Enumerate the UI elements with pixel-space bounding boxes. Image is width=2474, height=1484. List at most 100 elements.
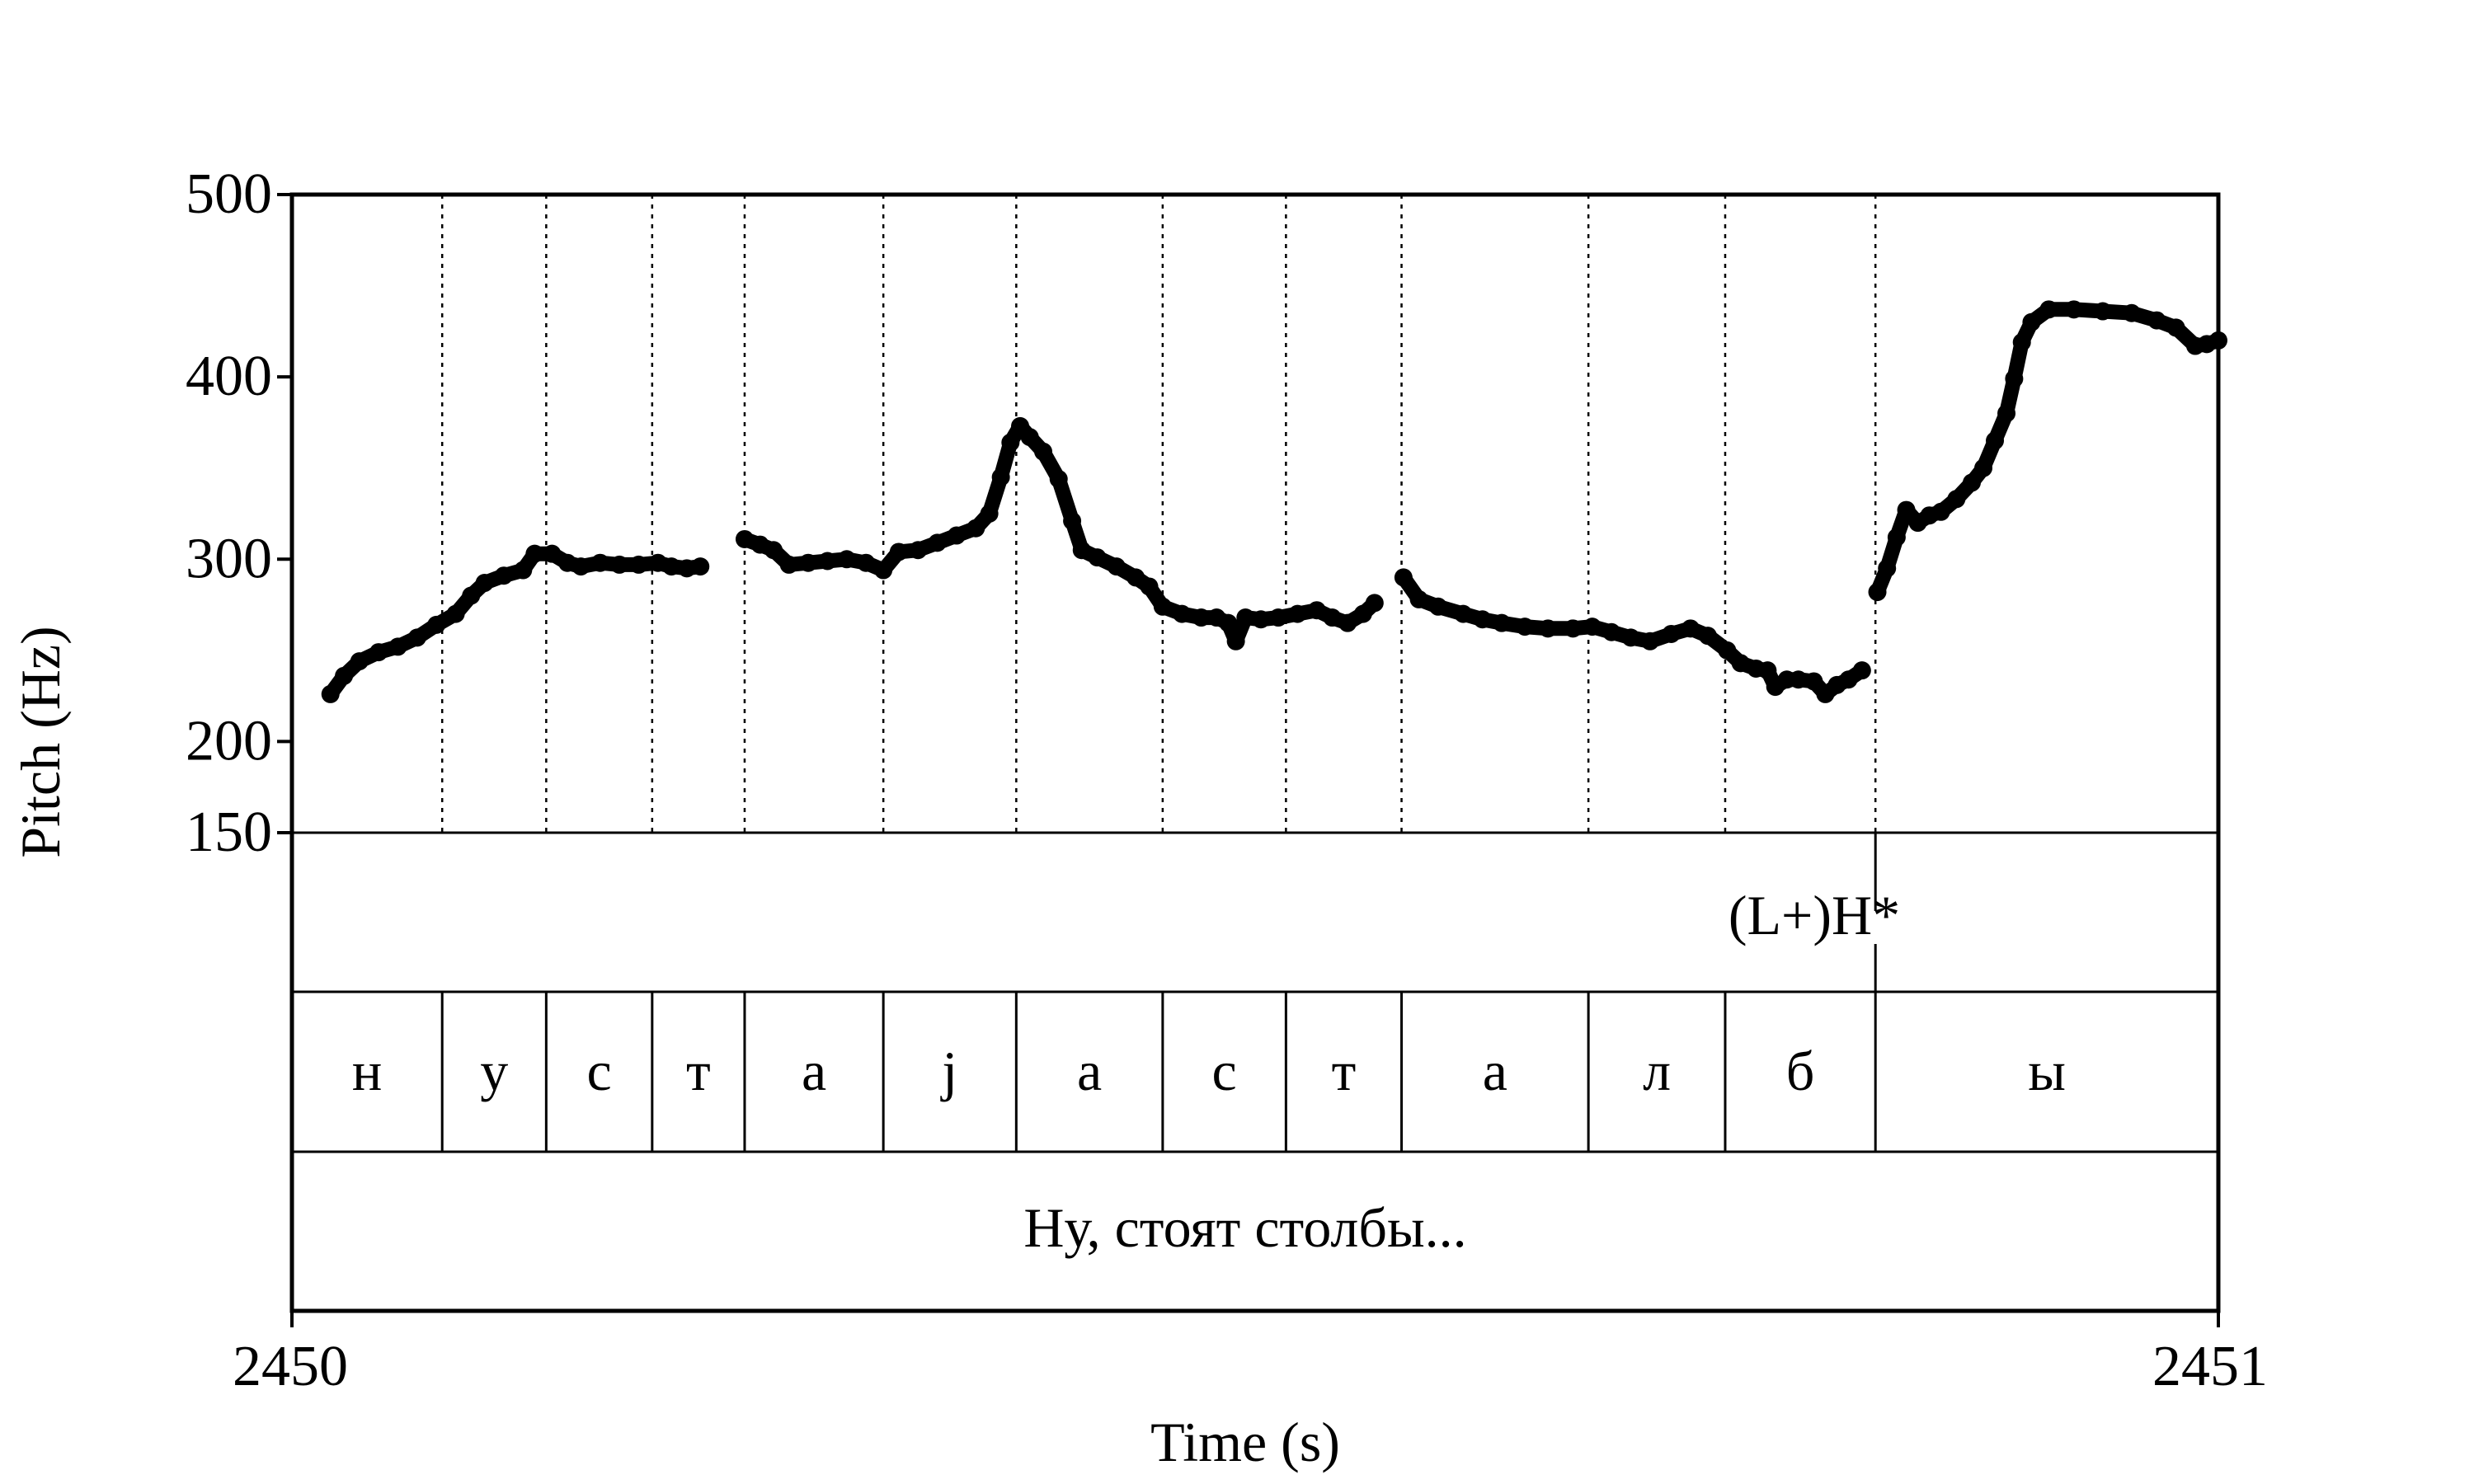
pitch-point [1718, 641, 1737, 660]
pitch-point [1192, 608, 1211, 627]
pitch-point [1063, 511, 1082, 530]
pitch-point [1789, 670, 1808, 689]
plot-frame [289, 192, 2221, 1313]
pitch-point [1409, 589, 1428, 608]
pitch-point [991, 467, 1010, 486]
pitch-point [1731, 654, 1750, 673]
pitch-point [525, 544, 544, 563]
pitch-point [735, 529, 754, 548]
pitch-point [967, 519, 985, 538]
pitch-point [543, 544, 562, 563]
pitch-point [1173, 604, 1192, 623]
pitch-point [2122, 303, 2141, 322]
pitch-point [335, 666, 354, 685]
pitch-point [1226, 632, 1245, 650]
pitch-point [2064, 300, 2083, 319]
segment-label: н [352, 1040, 382, 1102]
pitch-point [889, 542, 908, 561]
segment-label: т [686, 1040, 711, 1102]
segment-label: а [802, 1040, 826, 1102]
pitch-point [857, 553, 876, 572]
pitch-point [1454, 604, 1473, 623]
pitch-point [691, 557, 710, 576]
outer-frame [289, 192, 2221, 1313]
pitch-point [427, 615, 446, 634]
pitch-point [571, 557, 590, 576]
y-tick-label: 400 [186, 345, 272, 408]
pitch-point [2012, 333, 2031, 352]
segment-label: л [1643, 1040, 1671, 1102]
tone-label: (L+)H* [1729, 884, 1900, 946]
pitch-point [818, 552, 837, 571]
x-tick-label-start: 2450 [233, 1335, 348, 1398]
pitch-point [2166, 318, 2185, 337]
pitch-point [321, 684, 340, 703]
pitch-point [1839, 670, 1858, 689]
pitch-point [462, 586, 481, 605]
pitch-point [677, 559, 696, 578]
pitch-point [1931, 502, 1950, 521]
pitch-point [1539, 619, 1558, 638]
pitch-point [1072, 541, 1091, 560]
pitch-point [1473, 610, 1492, 629]
pitch-point [369, 643, 388, 662]
segment-boundary-grid [440, 195, 1877, 833]
pitch-point [2039, 300, 2058, 319]
pitch-point [874, 561, 893, 580]
pitch-point [1140, 577, 1159, 596]
pitch-point [1878, 559, 1897, 578]
pitch-point [1758, 661, 1777, 680]
pitch-point [1020, 428, 1039, 447]
pitch-point [1868, 583, 1887, 602]
pitch-point [1974, 458, 1993, 477]
pitch-point [446, 604, 465, 623]
segment-label: у [480, 1040, 508, 1102]
pitch-point [1001, 433, 1020, 452]
pitch-point [1365, 594, 1384, 613]
segment-label: а [1483, 1040, 1507, 1102]
pitch-point [662, 557, 681, 576]
pitch-point [1662, 624, 1681, 643]
pitch-point [1804, 672, 1823, 691]
pitch-point [1353, 604, 1372, 623]
y-axis-label: Pitch (Hz) [9, 626, 72, 857]
pitch-point [764, 541, 783, 560]
pitch-point [1897, 500, 1916, 519]
pitch-point [1997, 404, 2016, 423]
sentence-transcription: Ну, стоят столбы... [1023, 1196, 1466, 1259]
pitch-point [799, 553, 818, 572]
pitch-point [1852, 661, 1871, 680]
pitch-point [1621, 628, 1640, 647]
pitch-point [980, 505, 999, 523]
pitch-point [590, 553, 609, 572]
pitch-point [1307, 601, 1326, 620]
pitch-point [1338, 613, 1357, 632]
segment-label: j [940, 1040, 957, 1102]
pitch-point [1219, 613, 1238, 632]
pitch-point [388, 637, 407, 656]
pitch-point [1236, 608, 1255, 627]
pitch-point [2005, 369, 2024, 388]
pitch-point [610, 555, 629, 574]
pitch-point [1269, 608, 1288, 627]
pitch-point [947, 526, 966, 545]
pitch-point [928, 533, 947, 552]
pitch-point [1698, 627, 1717, 646]
segment-label: ы [2028, 1040, 2066, 1102]
y-tick-label: 300 [186, 527, 272, 590]
pitch-point [909, 541, 928, 560]
pitch-point [1252, 610, 1271, 629]
axis-ticks: 150 200 300 400 500 [186, 162, 2220, 1327]
pitch-point [1153, 597, 1172, 616]
pitch-point [1088, 548, 1107, 567]
pitch-point [2093, 302, 2112, 321]
pitch-point [1126, 568, 1145, 587]
x-tick-label-end: 2451 [2152, 1335, 2268, 1398]
segment-label: а [1077, 1040, 1102, 1102]
pitch-point [1323, 608, 1342, 627]
pitch-point [1049, 469, 1068, 488]
pitch-point [494, 566, 513, 585]
